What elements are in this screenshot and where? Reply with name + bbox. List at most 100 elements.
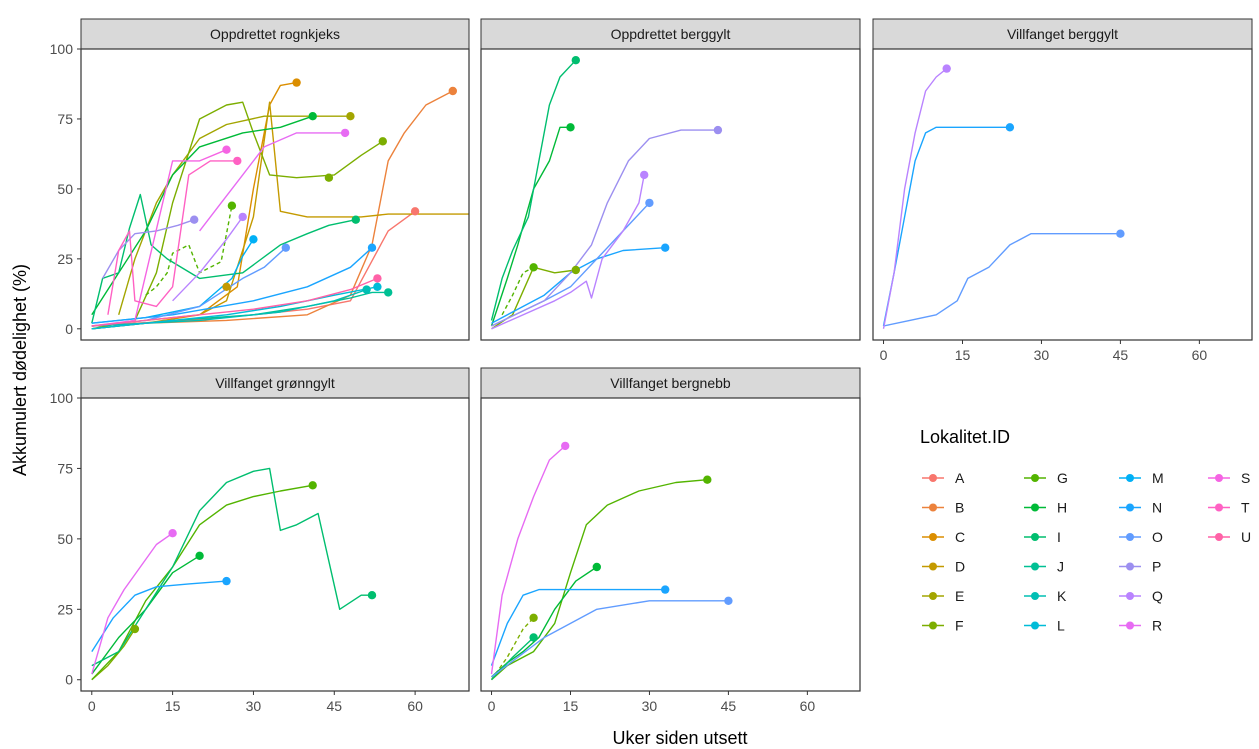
legend-key-marker xyxy=(929,533,937,541)
x-tick-label: 60 xyxy=(407,698,423,714)
endpoint-marker-p xyxy=(713,125,723,135)
legend-label: G xyxy=(1057,470,1068,486)
legend-item-e: E xyxy=(922,588,964,604)
x-tick-label: 15 xyxy=(165,698,181,714)
endpoint-marker-n xyxy=(661,243,670,252)
endpoint-marker-r xyxy=(168,529,177,538)
panel-strip xyxy=(872,18,1253,50)
endpoint-marker-h xyxy=(195,551,204,560)
panel-oppdrettet-rognkjeks: Oppdrettet rognkjeks 0 25 50 75 100 xyxy=(50,18,470,341)
panel-data xyxy=(91,467,377,681)
series-line-l xyxy=(91,286,378,330)
series-line-n xyxy=(491,247,666,324)
legend-key-marker xyxy=(1126,533,1134,541)
legend-item-n: N xyxy=(1119,500,1162,516)
x-tick-label: 30 xyxy=(642,698,658,714)
endpoint-marker-f xyxy=(378,137,387,146)
endpoint-marker-i xyxy=(351,215,360,224)
legend-label: H xyxy=(1057,500,1067,516)
panel-data xyxy=(91,78,469,330)
y-tick-label: 100 xyxy=(50,390,74,406)
x-tick-label: 0 xyxy=(488,698,496,714)
panel-title: Oppdrettet rognkjeks xyxy=(210,26,340,42)
endpoint-marker-r xyxy=(561,441,570,451)
y-tick-label: 100 xyxy=(50,41,74,57)
legend-item-b: B xyxy=(922,500,964,516)
y-tick-label: 0 xyxy=(65,672,73,688)
endpoint-marker-h xyxy=(308,112,317,121)
endpoint-marker-l xyxy=(373,282,382,291)
x-tick-label: 60 xyxy=(800,698,816,714)
endpoint-marker-u xyxy=(373,274,382,283)
series-line-n xyxy=(490,588,666,666)
endpoint-marker-p xyxy=(190,215,199,224)
legend-label: D xyxy=(955,559,965,575)
endpoint-marker-f xyxy=(130,624,140,634)
endpoint-marker-b xyxy=(448,86,457,96)
endpoint-marker-r xyxy=(340,128,350,138)
legend-key-marker xyxy=(929,592,937,600)
x-tick-label: 30 xyxy=(246,698,262,714)
legend-key-marker xyxy=(1126,503,1134,512)
endpoint-marker-t xyxy=(233,156,242,166)
legend-item-q: Q xyxy=(1119,588,1163,604)
legend-label: B xyxy=(955,500,964,516)
endpoint-marker-h xyxy=(592,562,601,572)
x-tick-label: 0 xyxy=(880,347,888,363)
legend-item-k: K xyxy=(1024,588,1067,604)
x-tick-label: 60 xyxy=(1192,347,1208,363)
legend-label: L xyxy=(1057,618,1065,634)
legend-label: S xyxy=(1241,470,1250,486)
legend-item-u: U xyxy=(1208,529,1251,545)
legend-key-marker xyxy=(1031,503,1039,512)
y-tick-label: 0 xyxy=(65,321,73,337)
panel-border xyxy=(80,397,470,692)
y-tick-label: 50 xyxy=(57,531,73,547)
legend-key-marker xyxy=(929,503,937,512)
legend-label: Q xyxy=(1152,588,1163,604)
endpoint-marker-m xyxy=(249,235,258,244)
endpoint-marker-o xyxy=(1116,229,1125,238)
series-line-t xyxy=(107,160,238,315)
legend-label: A xyxy=(955,470,965,486)
legend-label: I xyxy=(1057,529,1061,545)
series-line-f xyxy=(91,101,384,330)
endpoint-marker-n xyxy=(1005,123,1015,132)
endpoint-marker-i xyxy=(529,633,538,642)
panel-villfanget-bergnebb: Villfanget bergnebb 0 15 30 45 60 xyxy=(480,367,861,714)
endpoint-marker-n xyxy=(367,243,377,252)
panel-villfanget-berggylt: Villfanget berggylt 0 15 30 45 60 xyxy=(872,18,1253,363)
endpoint-marker-f xyxy=(571,265,580,275)
series-line-q xyxy=(882,68,948,329)
panel-data xyxy=(490,441,733,681)
endpoint-marker-s xyxy=(222,145,231,154)
y-tick-label: 75 xyxy=(57,111,73,127)
legend-item-a: A xyxy=(922,470,965,486)
legend-label: K xyxy=(1057,588,1067,604)
legend-item-m: M xyxy=(1119,470,1164,486)
legend-key-marker xyxy=(929,562,937,571)
panel-strip xyxy=(80,18,470,50)
panel-oppdrettet-berggylt: Oppdrettet berggylt xyxy=(480,18,861,341)
series-line-g xyxy=(91,484,313,681)
panel-strip xyxy=(480,367,861,399)
legend-key-marker xyxy=(929,474,937,482)
legend-item-h: H xyxy=(1024,500,1067,516)
endpoint-marker-e xyxy=(346,112,355,121)
legend-item-f: F xyxy=(922,618,964,634)
y-tick-label: 50 xyxy=(57,181,73,197)
panel-title: Villfanget bergnebb xyxy=(610,375,731,391)
y-tick-label: 25 xyxy=(57,251,73,267)
series-line-i xyxy=(490,59,577,321)
legend-label: C xyxy=(955,529,965,545)
legend-label: U xyxy=(1241,529,1251,545)
legend-label: O xyxy=(1152,529,1163,545)
endpoint-marker-o xyxy=(645,198,654,208)
series-line-r xyxy=(490,445,566,675)
legend-key-marker xyxy=(1126,562,1134,571)
endpoint-marker-k xyxy=(362,285,371,294)
series-line-s xyxy=(91,149,227,327)
panel-border xyxy=(480,48,861,341)
